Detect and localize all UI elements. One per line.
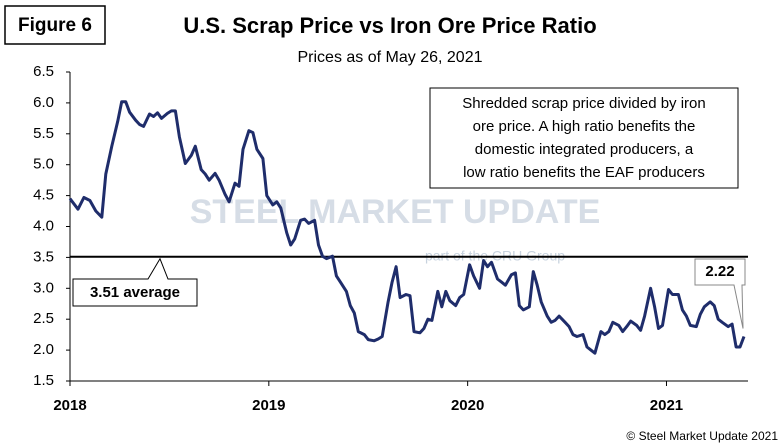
- y-tick-label: 5.0: [33, 156, 54, 173]
- badge-box: [4, 5, 106, 45]
- note-box: [429, 87, 739, 189]
- note-text: low ratio benefits the EAF producers: [463, 164, 705, 181]
- y-tick-label: 1.5: [33, 372, 54, 389]
- chart-title: U.S. Scrap Price vs Iron Ore Price Ratio: [183, 13, 596, 38]
- chart-subtitle: Prices as of May 26, 2021: [298, 49, 483, 66]
- note-text: domestic integrated producers, a: [475, 141, 694, 158]
- y-tick-label: 3.5: [33, 248, 54, 265]
- line-series: [68, 100, 746, 355]
- y-tick-label: 3.0: [33, 279, 54, 296]
- y-tick-label: 4.5: [33, 187, 54, 204]
- average-label: 3.51 average: [90, 284, 180, 301]
- y-tick-label: 6.5: [33, 63, 54, 80]
- watermark-sub: part of the CRU Group: [425, 248, 565, 264]
- x-tick-label: 2018: [53, 397, 86, 414]
- badge: Figure 6: [18, 15, 92, 36]
- watermark: STEEL MARKET UPDATE: [190, 193, 601, 231]
- callout-box: [72, 257, 198, 307]
- y-tick-label: 5.5: [33, 125, 54, 142]
- x-tick-label: 2021: [650, 397, 683, 414]
- copyright: © Steel Market Update 2021: [626, 429, 778, 443]
- end-label: 2.22: [705, 263, 734, 280]
- y-tick-label: 2.0: [33, 341, 54, 358]
- y-tick-label: 4.0: [33, 217, 54, 234]
- y-tick-label: 6.0: [33, 94, 54, 111]
- x-tick-label: 2019: [252, 397, 285, 414]
- x-tick-label: 2020: [451, 397, 484, 414]
- note-text: Shredded scrap price divided by iron: [462, 95, 705, 112]
- end-callout: [694, 258, 746, 329]
- y-tick-label: 2.5: [33, 310, 54, 327]
- note-text: ore price. A high ratio benefits the: [473, 118, 696, 135]
